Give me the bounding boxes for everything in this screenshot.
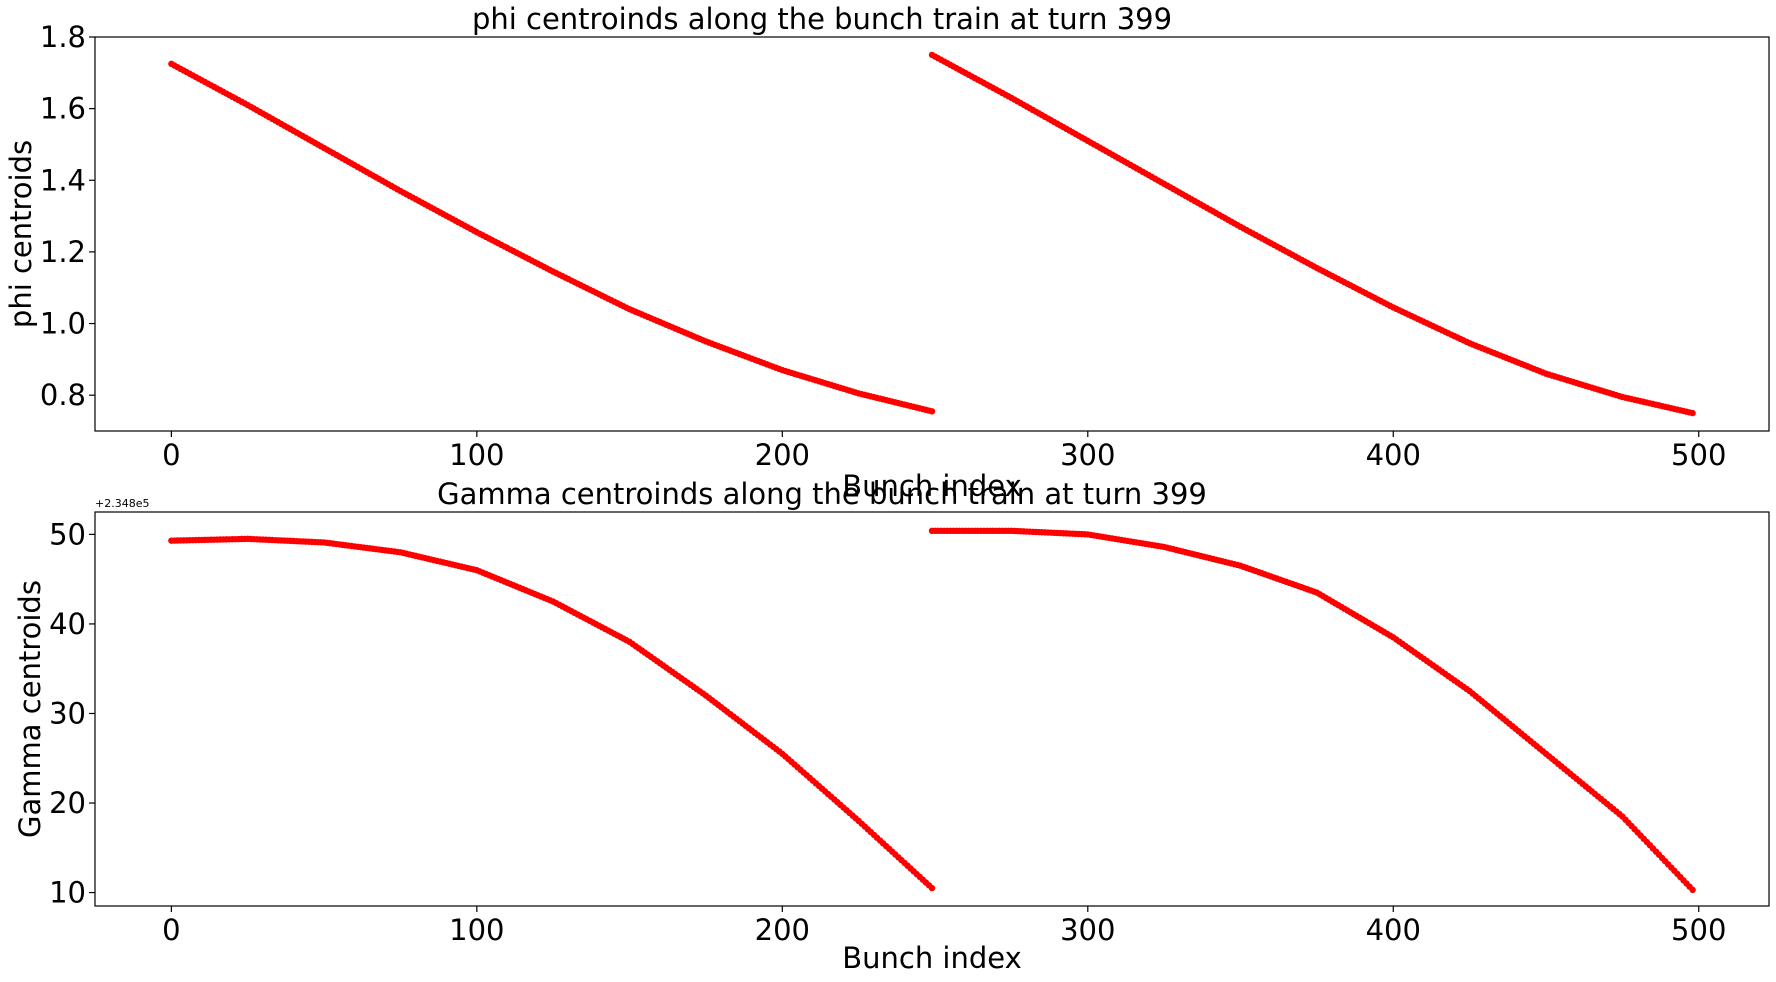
gamma-series-1-point <box>928 884 936 892</box>
gamma-chart: Gamma centroinds along the bunch train a… <box>13 477 1770 975</box>
gamma-y-axis-label: Gamma centroids <box>13 580 47 838</box>
gamma-y-tick-label: 30 <box>49 696 86 730</box>
gamma-y-tick-label: 10 <box>49 876 86 910</box>
phi-x-tick-label: 300 <box>1060 438 1115 472</box>
gamma-x-tick-label: 200 <box>755 913 810 947</box>
phi-y-tick-label: 1.2 <box>40 235 86 269</box>
phi-x-tick-label: 200 <box>755 438 810 472</box>
phi-y-ticks: 0.8 1.0 1.2 1.4 1.6 1.8 <box>40 20 95 412</box>
gamma-x-tick-label: 400 <box>1366 913 1421 947</box>
gamma-chart-title: Gamma centroinds along the bunch train a… <box>437 477 1207 511</box>
gamma-plot-frame <box>94 511 1770 907</box>
phi-y-tick-label: 1.8 <box>40 20 86 54</box>
phi-y-tick-label: 1.0 <box>40 307 86 341</box>
gamma-y-tick-label: 50 <box>49 517 86 551</box>
phi-x-ticks: 0 100 200 300 400 500 <box>162 431 1726 472</box>
phi-plot-frame <box>94 36 1770 432</box>
phi-x-tick-label: 400 <box>1366 438 1421 472</box>
phi-chart: phi centroinds along the bunch train at … <box>4 2 1770 503</box>
phi-x-tick-label: 500 <box>1671 438 1726 472</box>
phi-x-tick-label: 0 <box>162 438 180 472</box>
gamma-x-axis-label: Bunch index <box>842 941 1022 975</box>
phi-data-points <box>168 51 1696 417</box>
phi-series-2-point <box>1689 409 1696 417</box>
phi-y-tick-label: 1.4 <box>40 163 86 197</box>
gamma-x-tick-label: 300 <box>1060 913 1115 947</box>
gamma-x-tick-label: 0 <box>162 913 180 947</box>
gamma-y-tick-label: 20 <box>49 786 86 820</box>
gamma-x-tick-label: 500 <box>1671 913 1726 947</box>
gamma-data-points <box>168 527 1696 894</box>
gamma-y-ticks: 10 20 30 40 50 <box>49 517 95 910</box>
gamma-series-2-point <box>1689 886 1696 894</box>
gamma-offset-text: +2.348e5 <box>95 497 149 510</box>
phi-x-axis-label: Bunch index <box>842 469 1022 503</box>
phi-y-tick-label: 0.8 <box>40 378 86 412</box>
phi-y-axis-label: phi centroids <box>4 140 38 328</box>
gamma-y-tick-label: 40 <box>49 607 86 641</box>
phi-x-tick-label: 100 <box>449 438 504 472</box>
phi-y-tick-label: 1.6 <box>40 92 86 126</box>
phi-series-1-point <box>928 408 936 415</box>
phi-chart-title: phi centroinds along the bunch train at … <box>472 2 1172 36</box>
gamma-x-tick-label: 100 <box>449 913 504 947</box>
gamma-x-ticks: 0 100 200 300 400 500 <box>162 906 1726 947</box>
